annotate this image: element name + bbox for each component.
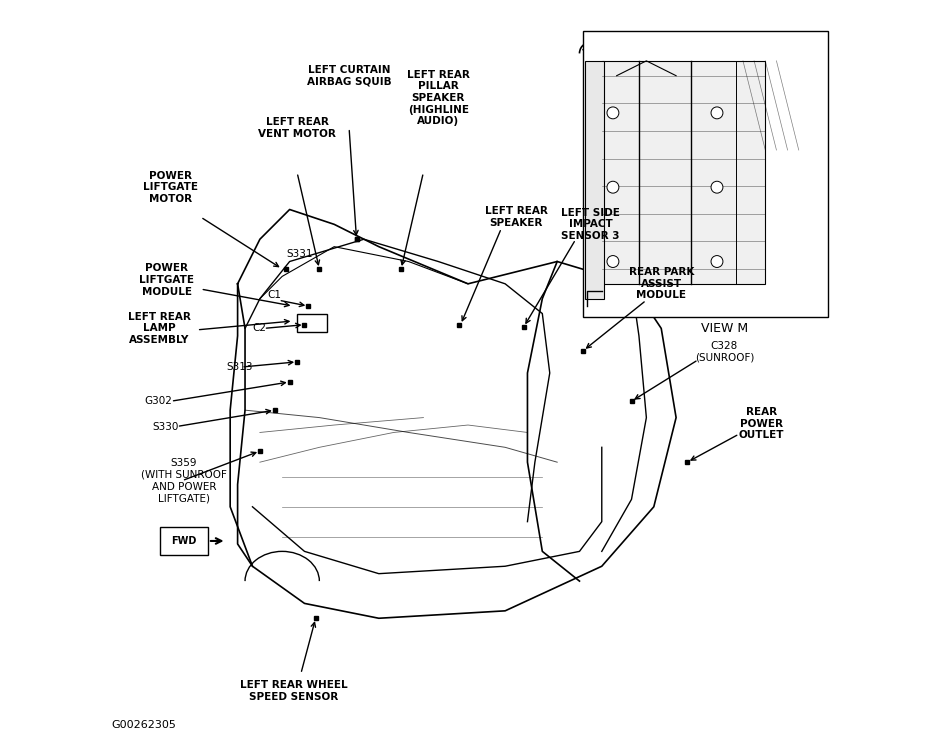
Text: POWER
LIFTGATE
MODULE: POWER LIFTGATE MODULE [139, 263, 195, 297]
Text: LEFT REAR WHEEL
SPEED SENSOR: LEFT REAR WHEEL SPEED SENSOR [240, 680, 347, 702]
Circle shape [711, 256, 723, 268]
FancyBboxPatch shape [159, 527, 208, 555]
Text: REAR
POWER
OUTLET: REAR POWER OUTLET [739, 407, 784, 440]
Circle shape [607, 107, 619, 119]
Bar [585, 61, 604, 298]
Circle shape [711, 107, 723, 119]
Circle shape [607, 181, 619, 193]
Text: LEFT CURTAIN
AIRBAG SQUIB: LEFT CURTAIN AIRBAG SQUIB [307, 65, 391, 87]
Text: LEFT REAR
LAMP
ASSEMBLY: LEFT REAR LAMP ASSEMBLY [128, 312, 191, 345]
Text: LEFT REAR
VENT MOTOR: LEFT REAR VENT MOTOR [258, 117, 336, 139]
Text: VIEW M: VIEW M [701, 322, 748, 336]
Text: G00262305: G00262305 [111, 720, 176, 730]
Text: S331: S331 [285, 249, 313, 259]
Text: LEFT SIDE
IMPACT
SENSOR 3: LEFT SIDE IMPACT SENSOR 3 [562, 207, 620, 241]
Text: S313: S313 [227, 362, 253, 372]
Bar [583, 31, 828, 317]
Text: LEFT REAR
PILLAR
SPEAKER
(HIGHLINE
AUDIO): LEFT REAR PILLAR SPEAKER (HIGHLINE AUDIO… [407, 70, 470, 126]
Circle shape [607, 256, 619, 268]
Text: FWD: FWD [171, 536, 197, 546]
Bar [602, 61, 766, 283]
Text: REAR PARK
ASSIST
MODULE: REAR PARK ASSIST MODULE [629, 267, 694, 301]
Text: G302: G302 [145, 396, 172, 407]
Text: LEFT REAR
SPEAKER: LEFT REAR SPEAKER [485, 206, 548, 228]
Text: S330: S330 [153, 421, 179, 431]
Text: C328
(SUNROOF): C328 (SUNROOF) [695, 342, 754, 363]
Circle shape [711, 181, 723, 193]
Text: S359
(WITH SUNROOF
AND POWER
LIFTGATE): S359 (WITH SUNROOF AND POWER LIFTGATE) [141, 458, 227, 503]
Bar [297, 313, 327, 332]
Text: POWER
LIFTGATE
MOTOR: POWER LIFTGATE MOTOR [143, 171, 198, 204]
Text: C2: C2 [253, 324, 267, 333]
Text: C1: C1 [268, 290, 282, 300]
